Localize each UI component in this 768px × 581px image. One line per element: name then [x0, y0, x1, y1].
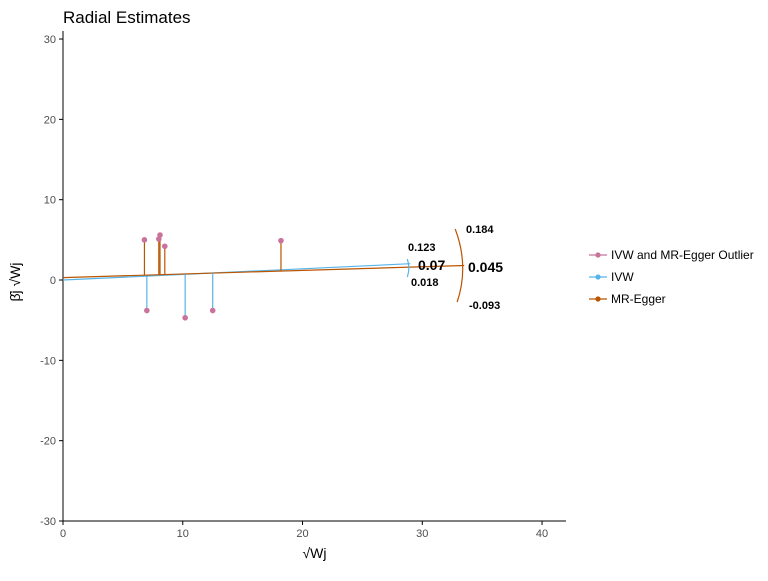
- y-tick-label: 0: [50, 275, 56, 287]
- y-tick-label: -10: [40, 355, 56, 367]
- legend-label: IVW and MR-Egger Outlier: [611, 248, 754, 262]
- mr-egger-lower-label: -0.093: [469, 300, 500, 312]
- ivw-estimate-label: 0.07: [418, 257, 445, 273]
- y-tick-label: 20: [44, 114, 56, 126]
- y-tick-label: -30: [40, 516, 56, 528]
- outlier-point: [141, 237, 148, 243]
- x-tick-label: 0: [60, 528, 66, 540]
- legend-key-point: [595, 274, 601, 280]
- x-axis-label: √Wj: [302, 545, 326, 561]
- ivw-lower-label: 0.018: [411, 277, 439, 289]
- outlier-point: [161, 243, 168, 250]
- outlier-point: [209, 307, 216, 314]
- mr-egger-fit-line: [62, 264, 465, 279]
- x-tick-label: 30: [416, 528, 428, 540]
- mr-egger-estimate-label: 0.045: [468, 259, 503, 275]
- ivw-ci-brace: [406, 258, 410, 278]
- chart-title: Radial Estimates: [63, 8, 191, 27]
- outlier-point: [278, 237, 284, 244]
- x-tick-label: 10: [177, 528, 189, 540]
- legend-key-point: [595, 252, 601, 258]
- mr-egger-upper-label: 0.184: [466, 224, 494, 236]
- x-tick-label: 40: [536, 528, 548, 540]
- x-tick-label: 20: [296, 528, 308, 540]
- y-tick-label: 10: [44, 195, 56, 207]
- ivw-upper-label: 0.123: [408, 242, 436, 254]
- mr-egger-ci-brace: [454, 228, 464, 303]
- outlier-point: [144, 307, 150, 314]
- y-axis-label: β̂j √Wj: [7, 262, 23, 301]
- y-tick-label: -20: [40, 436, 56, 448]
- legend-label: IVW: [611, 270, 634, 284]
- legend-label: MR-Egger: [611, 292, 666, 306]
- outlier-point: [182, 314, 188, 321]
- y-tick-label: 30: [44, 34, 56, 46]
- legend-key-point: [595, 296, 601, 302]
- outlier-point: [157, 232, 163, 238]
